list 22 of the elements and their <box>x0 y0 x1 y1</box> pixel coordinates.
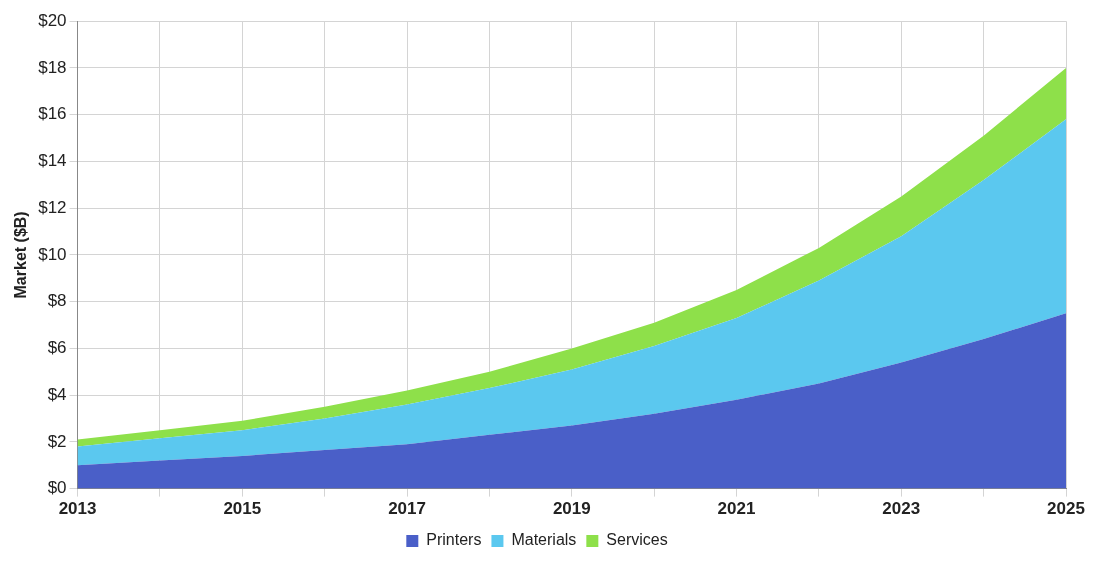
x-tick-label: 2023 <box>882 499 921 519</box>
y-tick-label: $2 <box>47 431 67 451</box>
x-tick-label: 2015 <box>223 499 262 519</box>
x-tick-label: 2025 <box>1047 499 1085 519</box>
y-tick-label: $20 <box>38 10 67 30</box>
y-tick-label: $16 <box>38 104 67 124</box>
legend-label: Materials <box>511 531 577 549</box>
x-tick-label: 2019 <box>552 499 591 519</box>
legend-label: Services <box>606 531 668 549</box>
legend-label: Printers <box>426 531 482 549</box>
x-tick-label: 2013 <box>58 499 97 519</box>
y-tick-label: $18 <box>38 57 67 77</box>
y-tick-label: $8 <box>47 291 67 311</box>
y-tick-label: $0 <box>47 478 67 498</box>
y-tick-label: $6 <box>47 338 67 358</box>
y-tick-label: $12 <box>38 197 67 217</box>
y-tick-label: $10 <box>38 244 67 264</box>
y-tick-label: $4 <box>47 384 67 404</box>
y-tick-label: $14 <box>38 151 67 171</box>
x-tick-label: 2021 <box>717 499 756 519</box>
y-axis-title: Market ($B) <box>12 211 30 299</box>
x-tick-label: 2017 <box>388 499 426 519</box>
